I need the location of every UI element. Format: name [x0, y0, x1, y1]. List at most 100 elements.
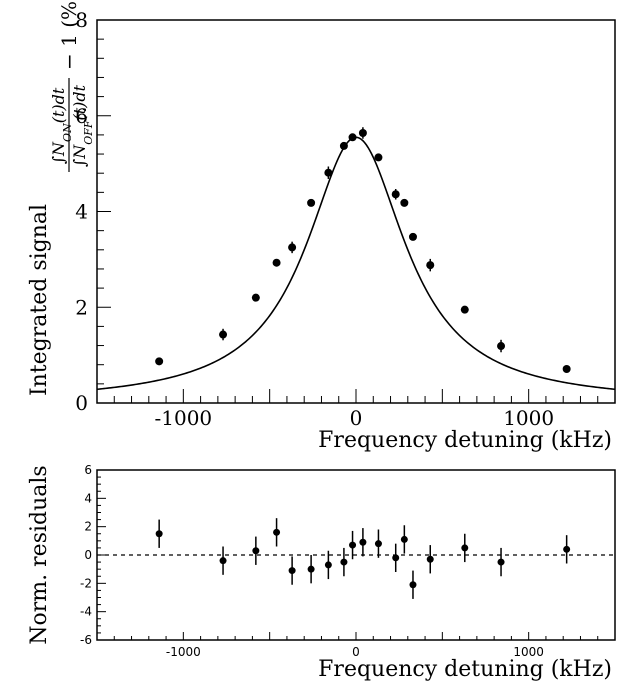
marker — [348, 133, 357, 142]
marker — [324, 168, 333, 177]
marker — [409, 581, 417, 589]
marker — [391, 190, 400, 199]
top-data-points — [155, 127, 571, 374]
marker — [400, 535, 408, 543]
bottom-tick-labels: -1000 0 1000 -6 -4 -2 0 2 4 6 — [80, 463, 544, 659]
data-point — [374, 153, 383, 162]
marker — [288, 243, 297, 252]
y-tick-label: 0 — [84, 548, 92, 562]
svg-text:− 1 (%): − 1 (%) — [57, 0, 81, 70]
lorentzian-fit-curve — [96, 136, 616, 391]
marker — [349, 541, 357, 549]
y-tick-label: -6 — [80, 633, 92, 647]
data-point — [461, 533, 469, 563]
data-point — [391, 188, 400, 200]
data-point — [273, 518, 281, 547]
marker — [460, 305, 469, 314]
data-point — [339, 141, 348, 150]
data-point — [460, 305, 469, 314]
marker — [155, 530, 163, 538]
top-tick-labels: -1000 0 1000 0 2 4 6 8 — [75, 8, 554, 430]
y-tick-label: 6 — [84, 463, 92, 477]
marker — [497, 342, 506, 351]
y-tick-label: 8 — [75, 8, 88, 32]
data-point — [400, 525, 408, 554]
marker — [251, 293, 260, 302]
data-point — [155, 519, 163, 548]
marker — [426, 261, 435, 270]
data-point — [497, 339, 506, 353]
x-tick-label: 0 — [350, 406, 363, 430]
data-point — [307, 555, 315, 584]
y-tick-label: -4 — [80, 605, 92, 619]
y-tick-label: 6 — [75, 104, 88, 128]
marker — [324, 561, 332, 569]
data-point — [562, 365, 571, 374]
marker — [359, 538, 367, 546]
marker — [400, 198, 409, 207]
marker — [219, 557, 227, 565]
marker — [408, 232, 417, 241]
data-point — [252, 536, 260, 565]
data-point — [272, 258, 281, 267]
x-tick-label: -1000 — [166, 645, 201, 659]
data-point — [392, 543, 400, 572]
data-point — [219, 328, 228, 341]
bottom-panel: -1000 0 1000 -6 -4 -2 0 2 4 6 Frequency detuning … — [27, 463, 616, 682]
svg-text:∫NOFF(t)dt: ∫NOFF(t)dt — [70, 84, 95, 167]
data-point — [219, 546, 227, 575]
data-point — [358, 127, 367, 139]
x-tick-label: 1000 — [503, 406, 554, 430]
data-point — [155, 357, 164, 366]
y-tick-label: 0 — [75, 391, 88, 415]
marker — [272, 258, 281, 267]
marker — [426, 555, 434, 563]
top-plot-frame — [96, 19, 616, 404]
marker — [273, 528, 281, 536]
data-point — [288, 556, 296, 585]
bottom-axis-ticks — [96, 469, 616, 641]
top-panel: -1000 0 1000 0 2 4 6 8 Frequency detuning (kHz)… — [27, 0, 616, 453]
data-point — [348, 133, 357, 142]
data-point — [408, 232, 417, 241]
data-point — [349, 530, 357, 560]
top-y-axis-title: Integrated signal — [27, 204, 52, 396]
marker — [307, 565, 315, 573]
y-tick-label: 4 — [75, 200, 88, 224]
y-tick-label: 4 — [84, 491, 92, 505]
data-point — [288, 241, 297, 254]
data-point — [307, 198, 316, 207]
data-point — [497, 547, 505, 577]
data-point — [324, 166, 333, 179]
data-point — [374, 529, 382, 558]
bottom-x-axis-title: Frequency detuning (kHz) — [318, 657, 612, 682]
marker — [461, 544, 469, 552]
bottom-y-axis-title: Norm. residuals — [27, 465, 52, 644]
marker — [219, 330, 228, 339]
marker — [339, 141, 348, 150]
data-point — [340, 547, 348, 577]
top-x-axis-title: Frequency detuning (kHz) — [318, 428, 612, 453]
marker — [392, 554, 400, 562]
marker — [563, 545, 571, 553]
marker — [340, 558, 348, 566]
marker — [155, 357, 164, 366]
x-tick-label: -1000 — [155, 406, 213, 430]
data-point — [426, 258, 435, 272]
data-point — [324, 550, 332, 580]
marker — [562, 365, 571, 374]
top-axis-ticks — [96, 19, 616, 404]
data-point — [359, 528, 367, 557]
y-tick-label: 2 — [84, 520, 92, 534]
data-point — [563, 535, 571, 564]
data-point — [400, 198, 409, 207]
residual-points — [155, 518, 571, 599]
x-tick-label: 0 — [352, 645, 360, 659]
marker — [358, 128, 367, 137]
data-point — [251, 293, 260, 302]
marker — [374, 540, 382, 548]
marker — [497, 558, 505, 566]
y-tick-label: 2 — [75, 295, 88, 319]
marker — [307, 198, 316, 207]
